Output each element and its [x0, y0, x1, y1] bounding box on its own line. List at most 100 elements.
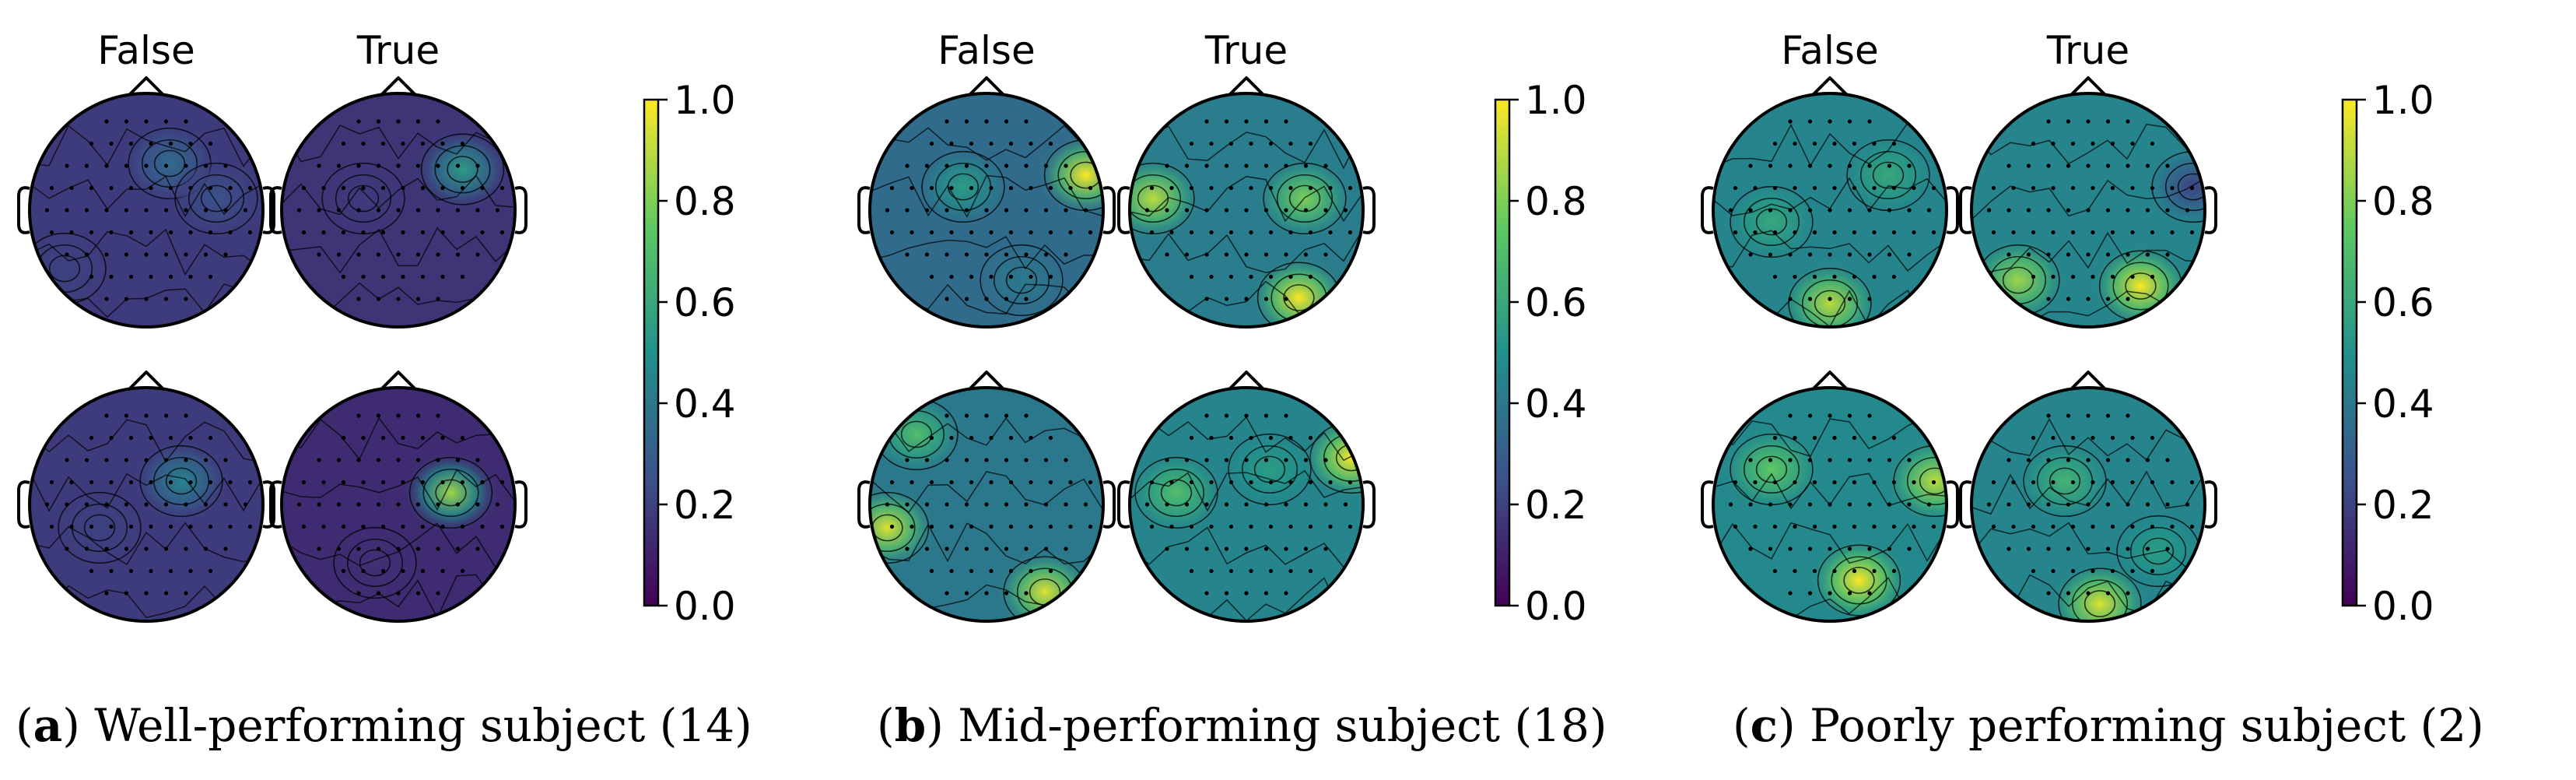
head-outline: [280, 386, 517, 623]
left-ear-marker: [269, 186, 282, 234]
column-title-false: False: [97, 28, 195, 73]
activation-hotspot: [51, 486, 149, 570]
colorbar-tick-label: 0.8: [1525, 179, 1587, 224]
colorbar-b: 0.0 0.2 0.4 0.6 0.8 1.0: [1494, 78, 1587, 629]
colorbar-tick-label: 1.0: [2372, 78, 2434, 123]
head-outline: [868, 92, 1105, 329]
right-ear-marker: [1362, 186, 1376, 234]
right-ear-marker: [514, 186, 527, 234]
right-ear-marker: [1102, 186, 1116, 234]
nose-marker: [1228, 76, 1265, 97]
activation-hotspot: [1130, 156, 1202, 241]
left-ear-marker: [1959, 480, 1972, 529]
column-title-false: False: [1781, 28, 1879, 73]
left-ear-marker: [17, 186, 30, 234]
nose-marker: [380, 76, 417, 97]
topomap-a-r2-false: [17, 371, 275, 623]
activation-hotspot: [30, 227, 114, 311]
topomap-c-r1-true: [1959, 76, 2217, 329]
left-ear-marker: [1959, 186, 1972, 234]
activation-hotspot: [167, 156, 263, 241]
nose-marker: [128, 371, 165, 391]
activation-hotspot: [870, 392, 966, 476]
nose-marker: [968, 76, 1005, 97]
nose-marker: [2070, 371, 2107, 391]
column-title-true: True: [356, 28, 440, 73]
caption-letter: b: [895, 699, 927, 752]
panel-a: False True 0.0 0.2 0.4 0.6 0.8 1.0: [17, 28, 736, 629]
left-ear-marker: [1117, 480, 1130, 529]
colorbar-tick-label: 0.8: [2372, 179, 2434, 224]
topomap-c-r2-true: [1959, 371, 2217, 623]
topomap-c-r1-false: [1701, 76, 1959, 329]
activation-hotspot: [1723, 427, 1821, 511]
colorbar-gradient: [1494, 98, 1511, 607]
colorbar-tick-label: 1.0: [674, 78, 736, 123]
nose-marker: [380, 371, 417, 391]
topomap-b-r1-false: [857, 76, 1116, 329]
column-title-true: True: [2046, 28, 2129, 73]
colorbar-tick-label: 0.0: [674, 584, 736, 629]
left-ear-marker: [1701, 186, 1714, 234]
activation-hotspot: [1723, 180, 1821, 264]
colorbar-c: 0.0 0.2 0.4 0.6 0.8 1.0: [2341, 78, 2434, 629]
colorbar-tick-label: 0.4: [1525, 381, 1587, 427]
right-ear-marker: [262, 480, 275, 529]
activation-hotspot: [326, 521, 424, 605]
head-outline: [1712, 92, 1948, 329]
topomap-a-r1-false: [17, 76, 275, 329]
right-ear-marker: [1946, 186, 1959, 234]
colorbar-tick-label: 0.2: [674, 483, 736, 528]
activation-hotspot: [1839, 133, 1937, 217]
panel-b: False True 0.0 0.2 0.4 0.6 0.8 1.0: [857, 28, 1587, 629]
colorbar-tick-label: 0.0: [2372, 584, 2434, 629]
colorbar-tick-label: 0.2: [2372, 483, 2434, 528]
right-ear-marker: [262, 186, 275, 234]
activation-hotspot: [1971, 238, 2067, 322]
activation-hotspot: [1810, 538, 1908, 621]
head-outline: [280, 92, 517, 329]
activation-hotspot: [1036, 133, 1103, 217]
activation-hotspot: [1781, 262, 1879, 327]
colorbar-a: 0.0 0.2 0.4 0.6 0.8 1.0: [643, 78, 736, 629]
nose-marker: [128, 76, 165, 97]
nose-marker: [2070, 76, 2107, 97]
activation-hotspot: [973, 238, 1071, 322]
activation-hotspot: [1221, 427, 1319, 511]
colorbar-gradient: [2341, 98, 2358, 607]
activation-hotspot: [914, 145, 1012, 229]
left-ear-marker: [17, 480, 30, 529]
topomap-b-r2-true: [1117, 371, 1376, 623]
activation-hotspot: [413, 127, 512, 212]
left-ear-marker: [857, 186, 871, 234]
left-ear-marker: [1701, 480, 1714, 529]
left-ear-marker: [1117, 186, 1130, 234]
right-ear-marker: [1946, 480, 1959, 529]
colorbar-tick-label: 1.0: [1525, 78, 1587, 123]
head-outline: [868, 386, 1105, 623]
caption-c: (c) Poorly performing subject (2): [1733, 699, 2484, 752]
colorbar-gradient: [643, 98, 660, 607]
nose-marker: [1811, 76, 1849, 97]
activation-hotspot: [2109, 509, 2205, 593]
colorbar-tick-label: 0.6: [1525, 280, 1587, 325]
activation-hotspot: [2051, 561, 2149, 621]
colorbar-tick-label: 0.0: [1525, 584, 1587, 629]
head-outline: [1128, 92, 1365, 329]
nose-marker: [1811, 371, 1849, 391]
column-title-false: False: [938, 28, 1036, 73]
right-ear-marker: [1362, 480, 1376, 529]
topomap-a-r1-true: [269, 76, 527, 329]
colorbar-tick-label: 0.2: [1525, 483, 1587, 528]
topomap-c-r2-false: [1701, 371, 1959, 623]
right-ear-marker: [514, 480, 527, 529]
activation-hotspot: [870, 486, 937, 570]
colorbar-tick-label: 0.4: [2372, 381, 2434, 427]
panel-c: False True 0.0 0.2 0.4 0.6 0.8 1.0: [1701, 28, 2434, 629]
topomap-b-r2-false: [857, 371, 1116, 623]
activation-hotspot: [314, 156, 412, 241]
colorbar-tick-label: 0.6: [674, 280, 736, 325]
caption-letter: c: [1751, 699, 1778, 752]
colorbar-tick-label: 0.8: [674, 179, 736, 224]
head-outline: [1970, 386, 2206, 623]
